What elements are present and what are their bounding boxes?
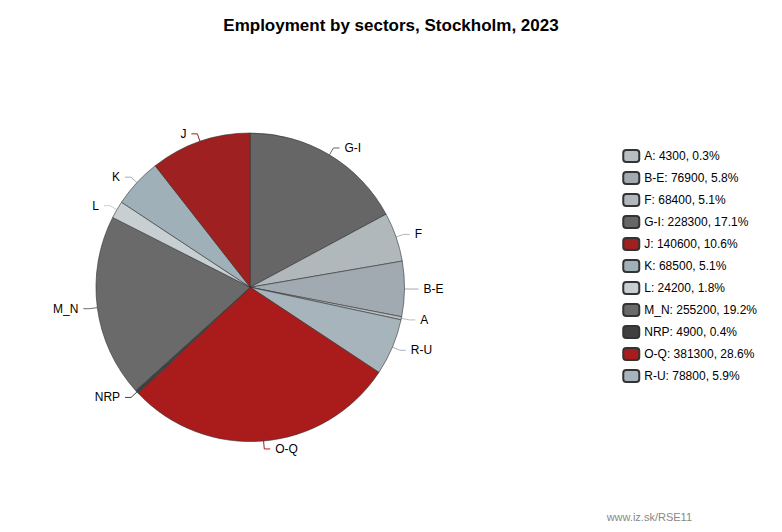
svg-text:NRP: 4900, 0.4%: NRP: 4900, 0.4% [644,325,737,339]
svg-text:M_N: M_N [53,302,78,316]
svg-text:B-E: B-E [424,282,444,296]
svg-text:L: L [92,199,99,213]
svg-text:O-Q: O-Q [275,442,298,456]
svg-text:R-U: R-U [411,343,432,357]
svg-text:K: K [112,170,120,184]
svg-text:L: 24200, 1.8%: L: 24200, 1.8% [644,281,725,295]
svg-text:J: J [180,127,186,141]
svg-text:A: 4300, 0.3%: A: 4300, 0.3% [644,149,720,163]
svg-text:G-I: G-I [344,141,361,155]
svg-text:R-U: 78800, 5.9%: R-U: 78800, 5.9% [644,369,740,383]
svg-text:F: F [415,227,422,241]
svg-text:F: 68400, 5.1%: F: 68400, 5.1% [644,193,726,207]
svg-text:J: 140600, 10.6%: J: 140600, 10.6% [644,237,738,251]
svg-text:M_N: 255200, 19.2%: M_N: 255200, 19.2% [644,303,757,317]
svg-text:Employment by sectors, Stockho: Employment by sectors, Stockholm, 2023 [223,16,558,35]
svg-text:O-Q: 381300, 28.6%: O-Q: 381300, 28.6% [644,347,754,361]
svg-text:www.iz.sk/RSE11: www.iz.sk/RSE11 [606,511,692,523]
svg-text:NRP: NRP [95,390,120,404]
svg-text:B-E: 76900, 5.8%: B-E: 76900, 5.8% [644,171,738,185]
svg-text:G-I: 228300, 17.1%: G-I: 228300, 17.1% [644,215,748,229]
svg-text:A: A [420,313,428,327]
svg-text:K: 68500, 5.1%: K: 68500, 5.1% [644,259,726,273]
